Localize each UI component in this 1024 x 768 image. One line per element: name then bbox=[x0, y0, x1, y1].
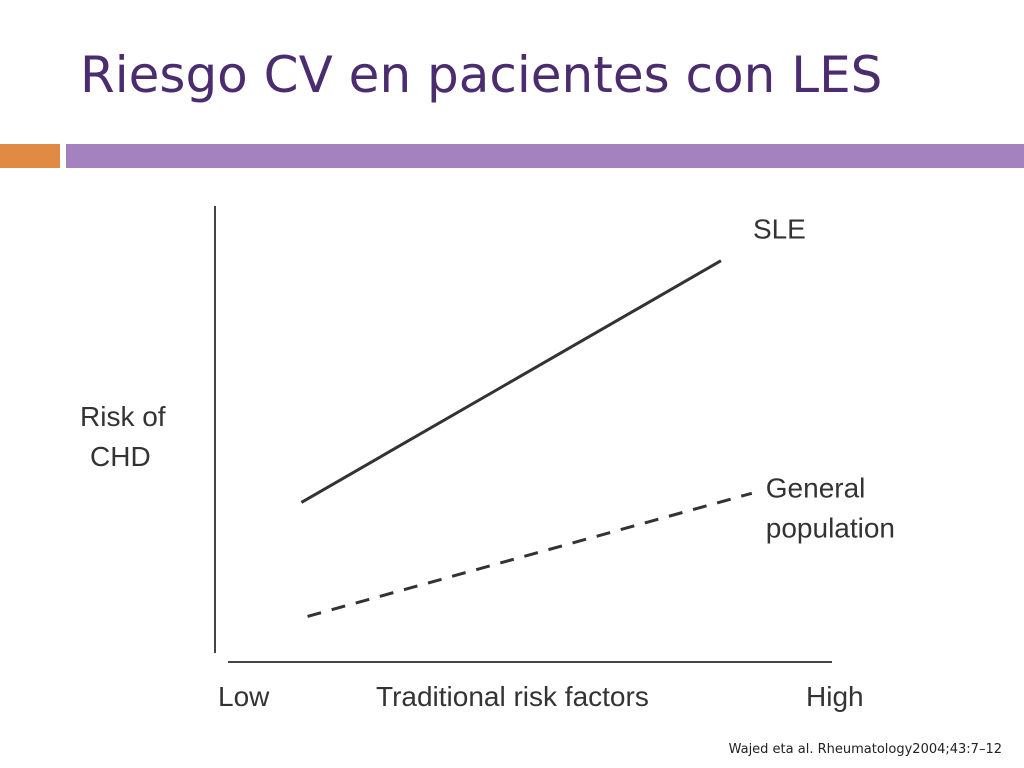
x-tick-label-high: High bbox=[806, 681, 864, 712]
series-line-sle bbox=[300, 259, 722, 504]
series-label-sle-line-1: SLE bbox=[753, 214, 806, 245]
series-layer: SLE General population bbox=[300, 214, 895, 618]
title-rule-accent bbox=[0, 144, 60, 168]
slide-title: Riesgo CV en pacientes con LES bbox=[80, 46, 883, 104]
series-label-general-population-line-1: General bbox=[766, 472, 866, 503]
y-axis-label-line-2: CHD bbox=[90, 441, 151, 472]
title-rule-bar bbox=[66, 144, 1024, 168]
y-axis-label-line-1: Risk of bbox=[80, 401, 166, 432]
citation: Wajed eta al. Rheumatology2004;43:7–12 bbox=[728, 742, 1002, 757]
x-tick-label-low: Low bbox=[218, 681, 270, 712]
series-line-general-population bbox=[307, 491, 753, 618]
x-axis-label: Traditional risk factors bbox=[376, 681, 649, 712]
series-label-general-population-line-2: population bbox=[766, 512, 895, 543]
